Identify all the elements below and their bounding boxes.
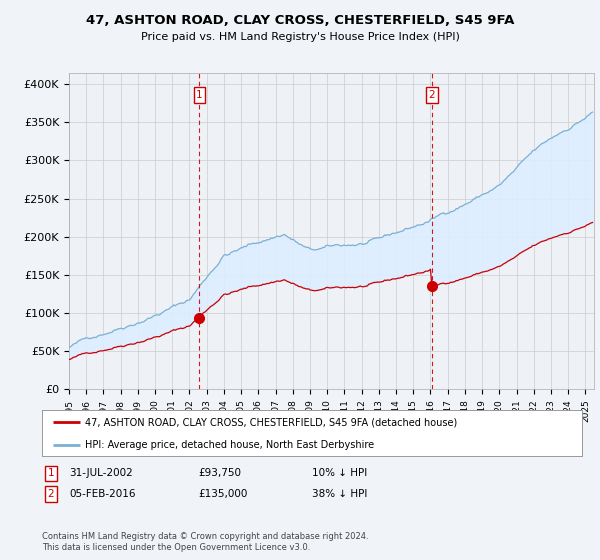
Text: Price paid vs. HM Land Registry's House Price Index (HPI): Price paid vs. HM Land Registry's House … — [140, 32, 460, 43]
Text: 47, ASHTON ROAD, CLAY CROSS, CHESTERFIELD, S45 9FA (detached house): 47, ASHTON ROAD, CLAY CROSS, CHESTERFIEL… — [85, 417, 457, 427]
Text: 05-FEB-2016: 05-FEB-2016 — [69, 489, 136, 499]
Text: £93,750: £93,750 — [198, 468, 241, 478]
Text: 31-JUL-2002: 31-JUL-2002 — [69, 468, 133, 478]
Text: 2: 2 — [47, 489, 55, 499]
Text: 10% ↓ HPI: 10% ↓ HPI — [312, 468, 367, 478]
Text: HPI: Average price, detached house, North East Derbyshire: HPI: Average price, detached house, Nort… — [85, 440, 374, 450]
Text: £135,000: £135,000 — [198, 489, 247, 499]
Text: Contains HM Land Registry data © Crown copyright and database right 2024.
This d: Contains HM Land Registry data © Crown c… — [42, 532, 368, 552]
Text: 47, ASHTON ROAD, CLAY CROSS, CHESTERFIELD, S45 9FA: 47, ASHTON ROAD, CLAY CROSS, CHESTERFIEL… — [86, 14, 514, 27]
Text: 1: 1 — [196, 90, 203, 100]
Text: 1: 1 — [47, 468, 55, 478]
Text: 2: 2 — [429, 90, 436, 100]
Text: 38% ↓ HPI: 38% ↓ HPI — [312, 489, 367, 499]
